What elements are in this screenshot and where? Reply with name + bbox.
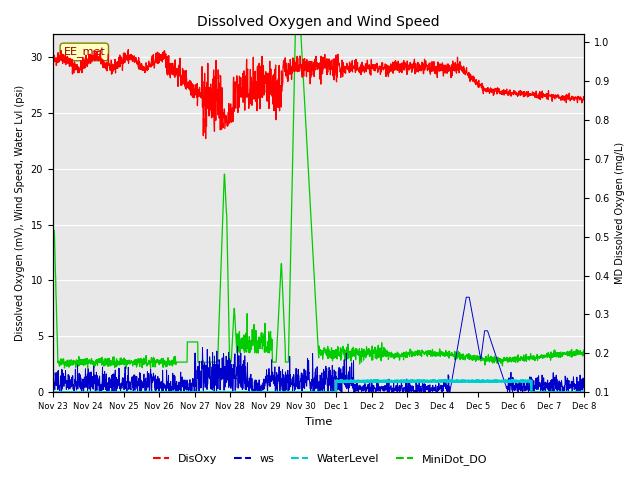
Text: EE_met: EE_met [63,47,105,58]
Title: Dissolved Oxygen and Wind Speed: Dissolved Oxygen and Wind Speed [197,15,440,29]
Y-axis label: Dissolved Oxygen (mV), Wind Speed, Water Lvl (psi): Dissolved Oxygen (mV), Wind Speed, Water… [15,85,25,341]
X-axis label: Time: Time [305,417,332,427]
Legend: DisOxy, ws, WaterLevel, MiniDot_DO: DisOxy, ws, WaterLevel, MiniDot_DO [148,450,492,469]
Y-axis label: MD Dissolved Oxygen (mg/L): MD Dissolved Oxygen (mg/L) [615,142,625,284]
